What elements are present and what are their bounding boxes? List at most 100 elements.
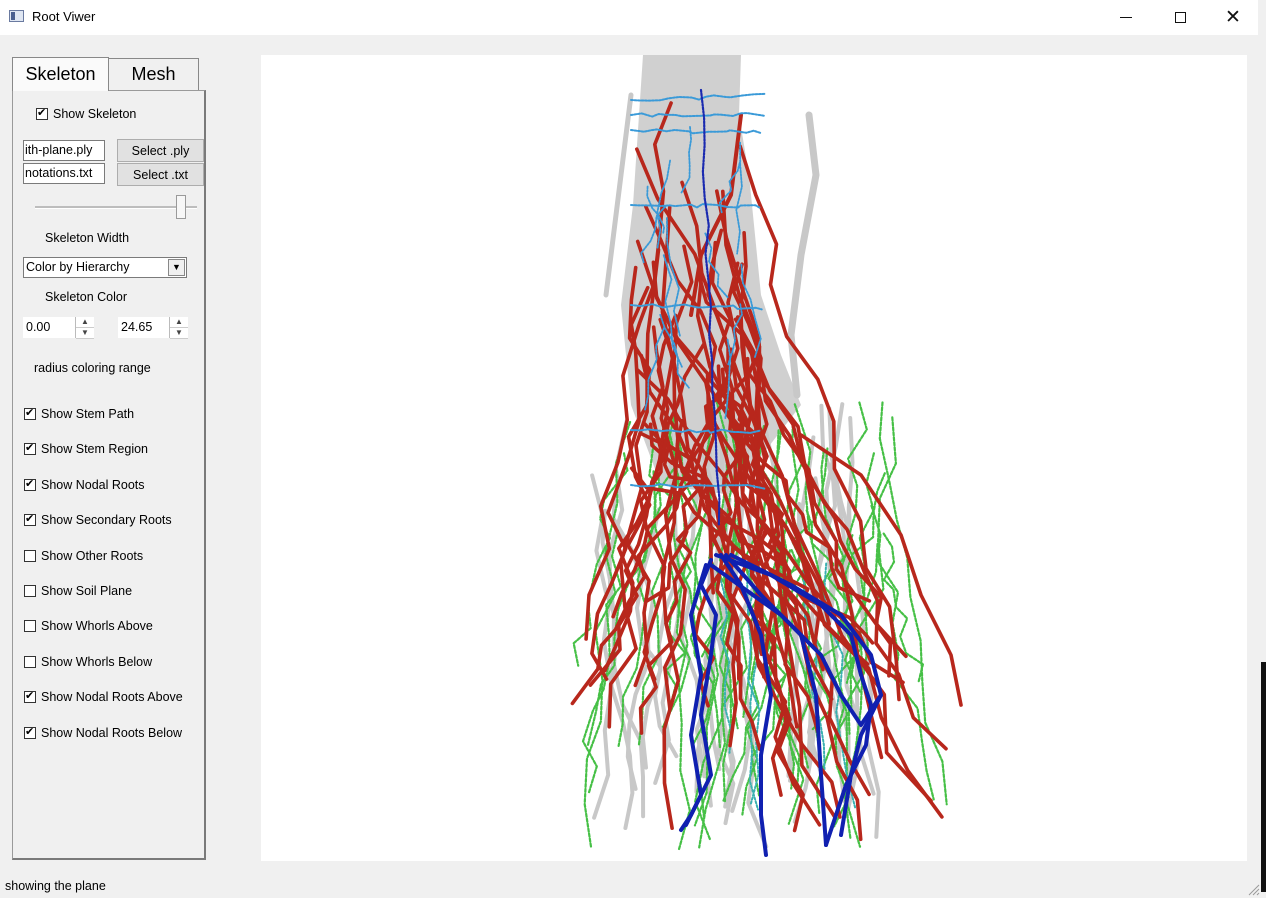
mesh-root xyxy=(787,111,820,399)
show-whorls-above-checkbox[interactable]: Show Whorls Above xyxy=(24,619,153,633)
check-box[interactable] xyxy=(24,725,36,739)
whorl-ring xyxy=(630,128,763,135)
checkbox-label: Show Nodal Roots xyxy=(41,477,145,492)
title-bar: Root Viwer ✕ xyxy=(0,0,1258,35)
mesh-root xyxy=(603,92,634,298)
check-box[interactable] xyxy=(24,512,36,527)
radius-range-label: radius coloring range xyxy=(34,361,151,375)
check-box[interactable] xyxy=(24,689,36,704)
nodal-roots-below xyxy=(679,553,883,857)
stem-region-root xyxy=(659,313,690,389)
secondary-root xyxy=(833,534,857,828)
mesh-root xyxy=(611,489,679,759)
show-nodal-roots-below-checkbox[interactable]: Show Nodal Roots Below xyxy=(24,725,182,740)
check-box[interactable] xyxy=(24,406,36,420)
stem-region-root xyxy=(680,126,692,194)
nodal-root-above xyxy=(738,144,901,702)
check-box[interactable] xyxy=(24,441,36,456)
range-max-spinbox[interactable]: 24.65 ▲ ▼ xyxy=(118,317,188,339)
skeleton-width-label: Skeleton Width xyxy=(45,231,130,245)
show-stem-region-checkbox[interactable]: Show Stem Region xyxy=(24,441,148,456)
skeleton-width-slider-track[interactable] xyxy=(35,206,197,209)
check-box[interactable] xyxy=(24,655,36,668)
show-skeleton-check-box[interactable] xyxy=(36,106,48,120)
chevron-down-icon[interactable]: ▼ xyxy=(168,259,185,276)
show-other-roots-checkbox[interactable]: Show Other Roots xyxy=(24,549,143,563)
nodal-root-below xyxy=(729,553,883,837)
range-max-spin-buttons[interactable]: ▲ ▼ xyxy=(169,317,188,339)
ply-file-field[interactable]: ith-plane.ply xyxy=(23,140,105,161)
3d-viewport[interactable] xyxy=(261,55,1247,861)
stem-region-root xyxy=(740,263,762,359)
range-max-value: 24.65 xyxy=(121,320,153,334)
minimize-button[interactable] xyxy=(1101,0,1151,35)
secondary-root xyxy=(775,429,805,825)
secondary-root xyxy=(665,438,691,852)
checkbox-label: Show Whorls Below xyxy=(41,654,153,669)
color-mode-select[interactable]: Color by Hierarchy ▼ xyxy=(23,257,187,278)
nodal-root-above xyxy=(590,285,650,681)
show-skeleton-checkbox[interactable]: Show Skeleton xyxy=(36,106,136,121)
nodal-root-above xyxy=(696,271,893,678)
show-stem-path-checkbox[interactable]: Show Stem Path xyxy=(24,406,134,421)
show-whorls-below-checkbox[interactable]: Show Whorls Below xyxy=(24,655,152,669)
tab-skeleton[interactable]: Skeleton xyxy=(12,57,109,91)
tab-mesh-label: Mesh xyxy=(131,64,176,84)
tab-skeleton-label: Skeleton xyxy=(25,64,96,84)
close-button[interactable]: ✕ xyxy=(1208,0,1258,35)
nodal-root-above xyxy=(584,101,673,641)
range-min-spin-buttons[interactable]: ▲ ▼ xyxy=(75,317,94,339)
secondary-root xyxy=(820,449,858,675)
window-title: Root Viwer xyxy=(32,9,96,24)
nodal-root-above xyxy=(799,433,963,707)
range-min-spinbox[interactable]: 0.00 ▲ ▼ xyxy=(23,317,94,339)
whorl-ring xyxy=(630,92,766,102)
skeleton-width-slider-thumb[interactable] xyxy=(175,195,186,219)
checkbox-label: Show Whorls Above xyxy=(41,619,153,634)
check-box[interactable] xyxy=(24,549,36,562)
stem-region-root xyxy=(727,303,743,366)
teal-root xyxy=(746,552,761,806)
show-nodal-roots-above-checkbox[interactable]: Show Nodal Roots Above xyxy=(24,689,183,705)
secondary-root xyxy=(870,504,935,801)
secondary-root xyxy=(648,443,722,749)
secondary-root xyxy=(847,452,875,735)
stem-region-root xyxy=(646,185,665,235)
check-box[interactable] xyxy=(24,585,36,597)
nodal-root-above xyxy=(689,113,743,317)
stem-region-root xyxy=(724,338,732,421)
checkbox-label: Show Nodal Roots Above xyxy=(41,690,183,705)
nodal-root-above xyxy=(626,265,652,688)
mesh-root xyxy=(827,406,881,839)
range-min-value: 0.00 xyxy=(26,320,51,334)
secondary-root xyxy=(693,521,740,827)
nodal-root-above xyxy=(733,317,948,751)
skeleton-panel xyxy=(12,90,206,860)
select-txt-button[interactable]: Select .txt xyxy=(117,163,204,186)
whorl-ring xyxy=(630,428,762,434)
maximize-button[interactable] xyxy=(1155,0,1205,35)
nodal-root-above xyxy=(658,317,822,827)
stem-region-root xyxy=(643,326,666,412)
secondary-root xyxy=(718,394,739,730)
nodal-root-above xyxy=(648,422,809,643)
show-soil-plane-checkbox[interactable]: Show Soil Plane xyxy=(24,584,132,598)
show-secondary-roots-checkbox[interactable]: Show Secondary Roots xyxy=(24,512,172,527)
tab-mesh[interactable]: Mesh xyxy=(109,58,199,90)
maximize-icon xyxy=(1174,12,1186,23)
show-nodal-roots-checkbox[interactable]: Show Nodal Roots xyxy=(24,477,145,492)
stem-region-root xyxy=(735,141,743,255)
color-mode-value: Color by Hierarchy xyxy=(26,260,130,274)
check-box[interactable] xyxy=(24,620,36,633)
app-window-icon xyxy=(9,10,24,22)
nodal-root-below xyxy=(724,553,828,847)
resize-grip-icon[interactable] xyxy=(1246,882,1260,896)
checkbox-label: Show Other Roots xyxy=(41,548,144,563)
stem-path-line xyxy=(699,88,721,527)
stem-path xyxy=(699,88,721,527)
check-box[interactable] xyxy=(24,477,36,491)
nodal-root-above xyxy=(745,356,820,735)
txt-file-field[interactable]: notations.txt xyxy=(23,163,105,184)
select-ply-button[interactable]: Select .ply xyxy=(117,139,204,162)
root-skeleton-render[interactable] xyxy=(261,55,1247,861)
